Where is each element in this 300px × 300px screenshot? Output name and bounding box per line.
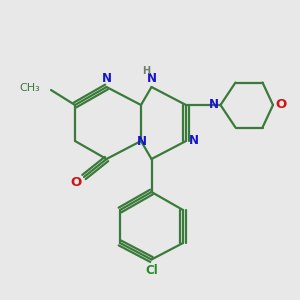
Text: N: N	[209, 98, 219, 112]
Text: H: H	[142, 66, 150, 76]
Text: N: N	[146, 72, 157, 85]
Text: O: O	[275, 98, 286, 112]
Text: N: N	[136, 135, 147, 148]
Text: O: O	[70, 176, 81, 189]
Text: CH₃: CH₃	[20, 82, 40, 93]
Text: N: N	[188, 134, 199, 148]
Text: N: N	[101, 72, 112, 86]
Text: Cl: Cl	[145, 264, 158, 278]
